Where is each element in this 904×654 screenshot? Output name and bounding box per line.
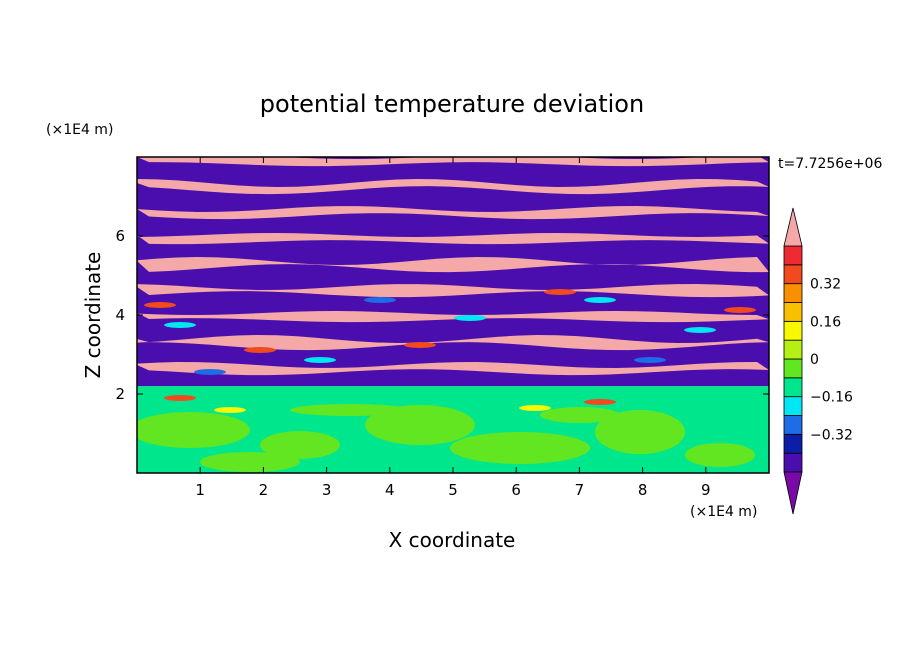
x-axis-label: X coordinate bbox=[389, 528, 516, 552]
colorbar-segment bbox=[783, 302, 803, 322]
colorbar-segment bbox=[783, 396, 803, 416]
contour-field bbox=[137, 157, 769, 473]
x-tick-label: 9 bbox=[701, 481, 711, 499]
x-tick-label: 5 bbox=[448, 481, 458, 499]
upper-layer-stripe bbox=[137, 233, 769, 245]
x-tick-label: 3 bbox=[322, 481, 332, 499]
mixing-accent bbox=[584, 399, 616, 405]
y-tick-label: 2 bbox=[115, 385, 125, 403]
chart-title: potential temperature deviation bbox=[260, 90, 644, 118]
y-unit-label: (×1E4 m) bbox=[46, 122, 113, 138]
colorbar-segment bbox=[783, 245, 803, 266]
colorbar-label: 0.16 bbox=[810, 314, 841, 330]
colorbar-segment bbox=[783, 452, 803, 473]
colorbar-max-extension bbox=[783, 207, 803, 247]
mixing-accent bbox=[244, 347, 276, 353]
mixing-accent bbox=[164, 395, 196, 401]
x-tick-label: 2 bbox=[259, 481, 269, 499]
x-tick-label: 4 bbox=[385, 481, 395, 499]
mixing-accent bbox=[194, 369, 226, 375]
y-axis-ticks: 2 4 6 bbox=[115, 227, 769, 403]
colorbar-segment bbox=[783, 339, 803, 360]
time-label: t=7.7256e+06 bbox=[778, 156, 882, 172]
upper-layer-stripe bbox=[137, 206, 769, 220]
x-axis-ticks: 1 2 3 4 5 6 7 8 9 bbox=[195, 157, 711, 499]
colorbar-min-extension bbox=[783, 471, 803, 515]
colorbar-segment bbox=[783, 264, 803, 285]
upper-layer-stripe bbox=[137, 362, 769, 376]
mixing-accent bbox=[724, 307, 756, 313]
upper-layer-stripe bbox=[137, 179, 769, 195]
lower-layer-blob bbox=[685, 443, 755, 467]
x-tick-label: 7 bbox=[575, 481, 585, 499]
mixing-accent bbox=[214, 407, 246, 413]
mixing-accent bbox=[634, 357, 666, 363]
upper-layer-stripe bbox=[137, 284, 769, 298]
colorbar: 0.32 0.16 0 −0.16 −0.32 bbox=[783, 207, 853, 515]
colorbar-segment bbox=[783, 415, 803, 435]
lower-layer-blob bbox=[540, 407, 620, 423]
mixing-accent bbox=[454, 315, 486, 321]
upper-layer-stripe bbox=[137, 257, 769, 273]
mixing-accent bbox=[584, 297, 616, 303]
lower-layer-blob bbox=[450, 432, 590, 464]
lower-layer-blob bbox=[137, 412, 250, 448]
mixing-accent bbox=[684, 327, 716, 333]
upper-layer-stripe bbox=[137, 311, 769, 323]
colorbar-segment bbox=[783, 283, 803, 303]
lower-layer-blob bbox=[290, 404, 410, 416]
colorbar-label: 0 bbox=[810, 352, 819, 368]
mixing-accent bbox=[519, 405, 551, 411]
lower-layer-blob bbox=[595, 410, 685, 454]
y-tick-label: 6 bbox=[115, 227, 125, 245]
lower-layer-blob bbox=[260, 431, 340, 459]
mixing-accent bbox=[404, 342, 436, 348]
mixing-accent bbox=[164, 322, 196, 328]
colorbar-label: −0.32 bbox=[810, 427, 853, 443]
mixing-accent bbox=[304, 357, 336, 363]
upper-layer-stripe bbox=[137, 335, 769, 351]
x-tick-label: 8 bbox=[638, 481, 648, 499]
lower-layer-blob bbox=[200, 452, 300, 472]
lower-layer-blob bbox=[365, 405, 475, 445]
colorbar-label: 0.32 bbox=[810, 277, 841, 293]
colorbar-segment bbox=[783, 358, 803, 379]
x-tick-label: 1 bbox=[195, 481, 205, 499]
mixing-accent bbox=[544, 289, 576, 295]
colorbar-label: −0.16 bbox=[810, 390, 853, 406]
colorbar-segment bbox=[783, 377, 803, 398]
x-tick-label: 6 bbox=[511, 481, 521, 499]
y-tick-label: 4 bbox=[115, 306, 125, 324]
colorbar-segment bbox=[783, 320, 803, 341]
mixing-accent bbox=[144, 302, 176, 308]
y-axis-label: Z coordinate bbox=[81, 252, 105, 379]
mixing-accent bbox=[364, 297, 396, 303]
colorbar-segment bbox=[783, 433, 803, 454]
x-unit-label: (×1E4 m) bbox=[690, 504, 757, 520]
